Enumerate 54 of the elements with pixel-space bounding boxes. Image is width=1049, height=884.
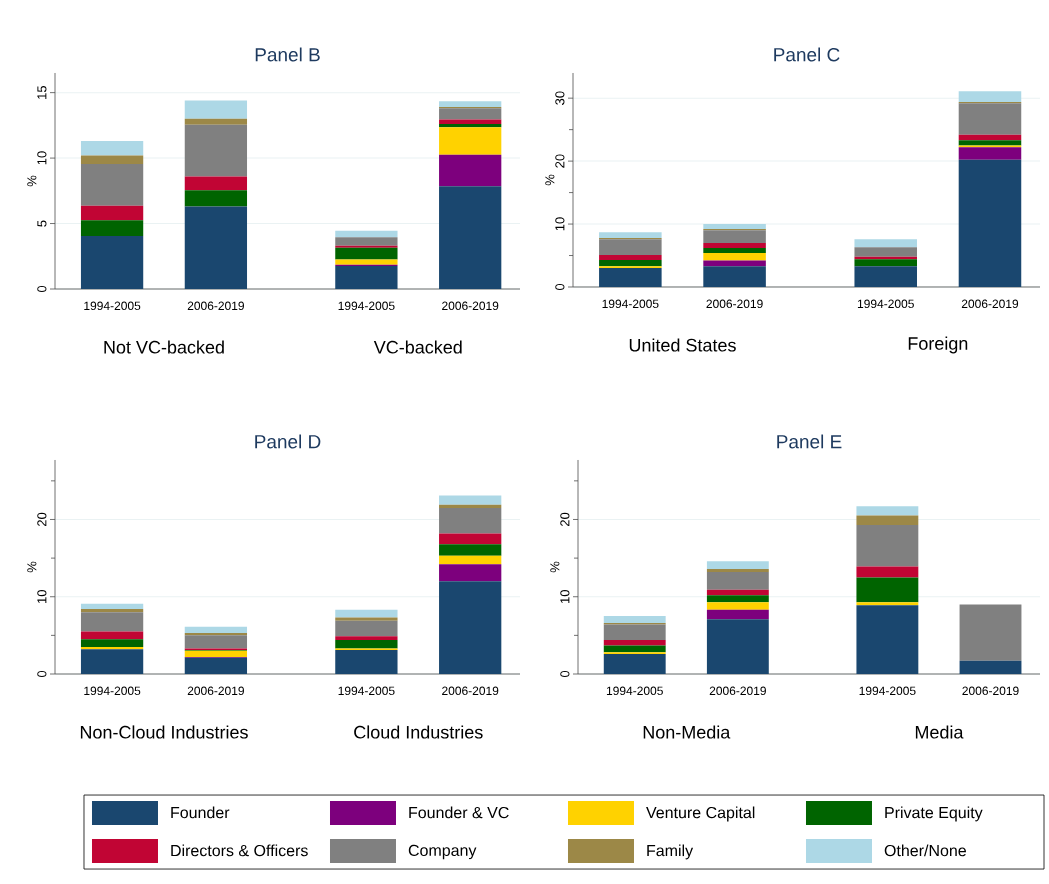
y-axis-title: %	[550, 561, 560, 573]
text: VC-backed	[373, 340, 462, 354]
legend-label: Other/None	[884, 844, 966, 857]
x-tick-label: 2006-2019	[709, 686, 766, 696]
legend-label: Venture Capital	[646, 806, 755, 822]
text: Cloud Industries	[354, 725, 483, 739]
text: Not VC-backed	[104, 340, 224, 354]
text: Non-Cloud Industries	[80, 725, 248, 739]
y-tick-label: 10	[37, 151, 47, 165]
x-tick-label: 1994-2005	[338, 301, 395, 311]
x-tick-label: 2006-2019	[187, 301, 244, 311]
legend-label: Private Equity	[885, 806, 983, 822]
x-tick-label: 1994-2005	[338, 686, 395, 696]
x-tick-label: 2006-2019	[961, 299, 1019, 309]
x-tick-label: 2006-2019	[442, 686, 499, 696]
legend-label: Company	[408, 844, 477, 860]
x-tick-label: 2006-2019	[706, 299, 763, 309]
y-tick-label: 10	[37, 590, 47, 603]
chart-title: Panel E	[777, 434, 842, 449]
y-tick-label: 0	[37, 670, 47, 678]
y-tick-label: 0	[555, 283, 565, 291]
x-tick-label: 1994-2005	[606, 686, 663, 696]
chart-title: Panel C	[774, 47, 840, 62]
y-tick-label: 10	[555, 217, 565, 231]
text: United States	[629, 338, 736, 352]
y-tick-label: 0	[37, 285, 47, 293]
y-tick-label: 0	[560, 670, 570, 678]
x-tick-label: 2006-2019	[187, 686, 244, 696]
x-tick-label: 2006-2019	[442, 301, 499, 311]
x-tick-label: 2006-2019	[962, 686, 1019, 696]
text: Foreign	[908, 336, 968, 354]
x-tick-label: 1994-2005	[859, 686, 916, 696]
legend-label: Directors & Officers	[171, 844, 308, 857]
y-tick-label: 10	[560, 590, 570, 603]
text: Media	[915, 725, 964, 739]
legend-label: Founder & VC	[409, 806, 509, 819]
y-tick-label: 30	[555, 91, 565, 105]
y-axis-title: %	[27, 175, 37, 187]
y-axis-title: %	[27, 561, 37, 573]
y-tick-label: 5	[37, 220, 47, 227]
text: Non-Media	[643, 725, 731, 739]
x-tick-label: 1994-2005	[857, 299, 914, 309]
chart-title: Panel B	[255, 47, 320, 62]
x-tick-label: 1994-2005	[84, 301, 141, 311]
y-tick-label: 15	[37, 85, 47, 99]
y-axis-title: %	[545, 174, 555, 186]
y-tick-label: 20	[560, 512, 570, 527]
y-tick-label: 20	[37, 512, 47, 527]
legend-label: Family	[647, 844, 694, 860]
x-tick-label: 1994-2005	[602, 299, 659, 309]
y-tick-label: 20	[555, 154, 565, 168]
legend-label: Founder	[171, 806, 230, 819]
x-tick-label: 1994-2005	[84, 686, 141, 696]
chart-title: Panel D	[255, 434, 321, 449]
